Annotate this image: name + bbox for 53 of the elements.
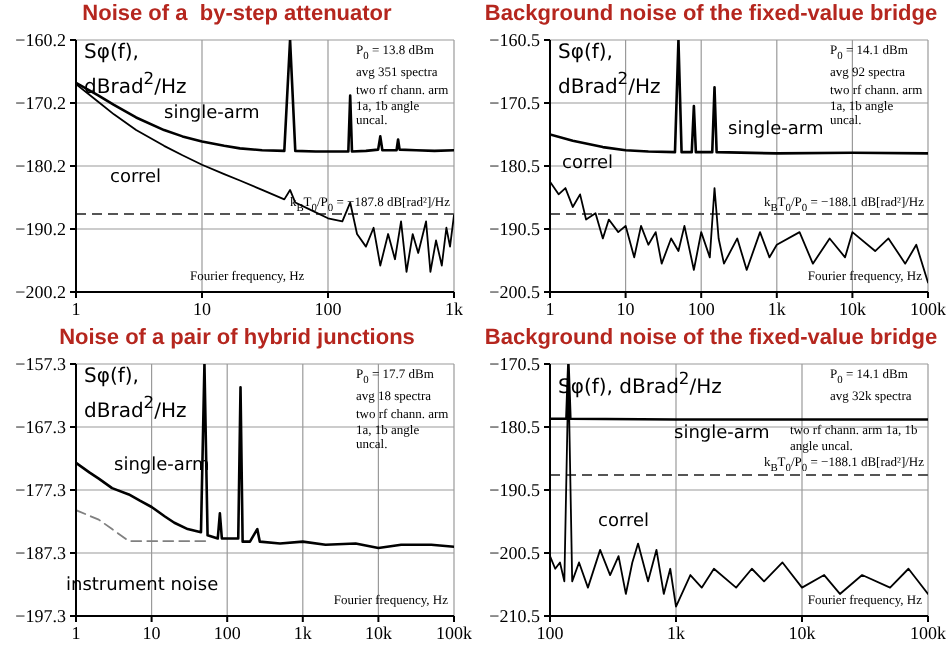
x-tick-label: 1k xyxy=(293,622,313,643)
y-tick-label: −170.2 xyxy=(15,93,66,114)
x-tick-label: 10 xyxy=(193,298,212,319)
x-tick-label: 10 xyxy=(142,622,162,643)
y-tick-label: −197.3 xyxy=(15,606,67,627)
y-axis-title: Sφ(f), dBrad$^{2}$/Hz xyxy=(558,42,663,101)
x-tick-label: 100 xyxy=(536,622,565,643)
y-tick-label: −157.3 xyxy=(15,354,67,375)
y-tick-label: −180.5 xyxy=(489,417,541,438)
series-label: correl xyxy=(110,168,162,188)
chart-title: Background noise of the fixed-value bridge xyxy=(482,0,940,28)
y-tick-label: −190.5 xyxy=(489,480,541,501)
chart-title: Noise of a by-step attenuator xyxy=(80,0,394,28)
y-tick-label: −187.3 xyxy=(15,543,67,564)
series-label: single-arm xyxy=(164,104,260,124)
x-tick-label: 1 xyxy=(545,298,555,319)
x-tick-label: 100 xyxy=(213,622,242,643)
y-tick-label: −190.5 xyxy=(489,219,541,240)
x-tick-label: 10k xyxy=(838,298,867,319)
y-tick-label: −170.5 xyxy=(489,354,541,375)
x-tick-label: 1k xyxy=(667,622,686,643)
y-tick-label: −210.5 xyxy=(489,606,541,627)
y-tick-label: −160.5 xyxy=(489,30,541,51)
x-tick-label: 10 xyxy=(616,298,636,319)
x-tick-label: 100k xyxy=(436,622,473,643)
y-tick-label: −180.5 xyxy=(489,156,541,177)
series-label: correl xyxy=(598,512,650,532)
x-tick-label: 1k xyxy=(445,298,464,319)
y-tick-label: −190.2 xyxy=(15,219,66,240)
y-tick-label: −200.5 xyxy=(489,543,541,564)
x-tick-label: 1 xyxy=(71,622,81,643)
y-tick-label: −200.2 xyxy=(15,282,66,303)
x-tick-label: 10k xyxy=(788,622,817,643)
y-tick-label: −160.2 xyxy=(15,30,66,51)
y-tick-label: −180.2 xyxy=(15,156,66,177)
x-tick-label: 100 xyxy=(314,298,343,319)
y-axis-title: Sφ(f), dBrad$^{2}$/Hz xyxy=(84,366,189,425)
x-tick-label: 100k xyxy=(910,622,947,643)
y-tick-label: −177.3 xyxy=(15,480,67,501)
series-label: single-arm xyxy=(674,424,770,444)
x-tick-label: 1k xyxy=(767,298,787,319)
y-tick-label: −167.3 xyxy=(15,417,67,438)
chart-title: Noise of a pair of hybrid junctions xyxy=(57,324,417,352)
y-axis-title: Sφ(f), dBrad$^{2}$/Hz xyxy=(84,42,189,101)
x-tick-label: 100 xyxy=(687,298,716,319)
y-tick-label: −200.5 xyxy=(489,282,541,303)
series-label: correl xyxy=(562,154,614,174)
series-label: single-arm xyxy=(728,120,824,140)
y-tick-label: −170.5 xyxy=(489,93,541,114)
x-tick-label: 10k xyxy=(364,622,393,643)
x-tick-label: 1 xyxy=(71,298,81,319)
chart-title: Background noise of the fixed-value bridge xyxy=(482,324,940,352)
x-tick-label: 100k xyxy=(910,298,947,319)
